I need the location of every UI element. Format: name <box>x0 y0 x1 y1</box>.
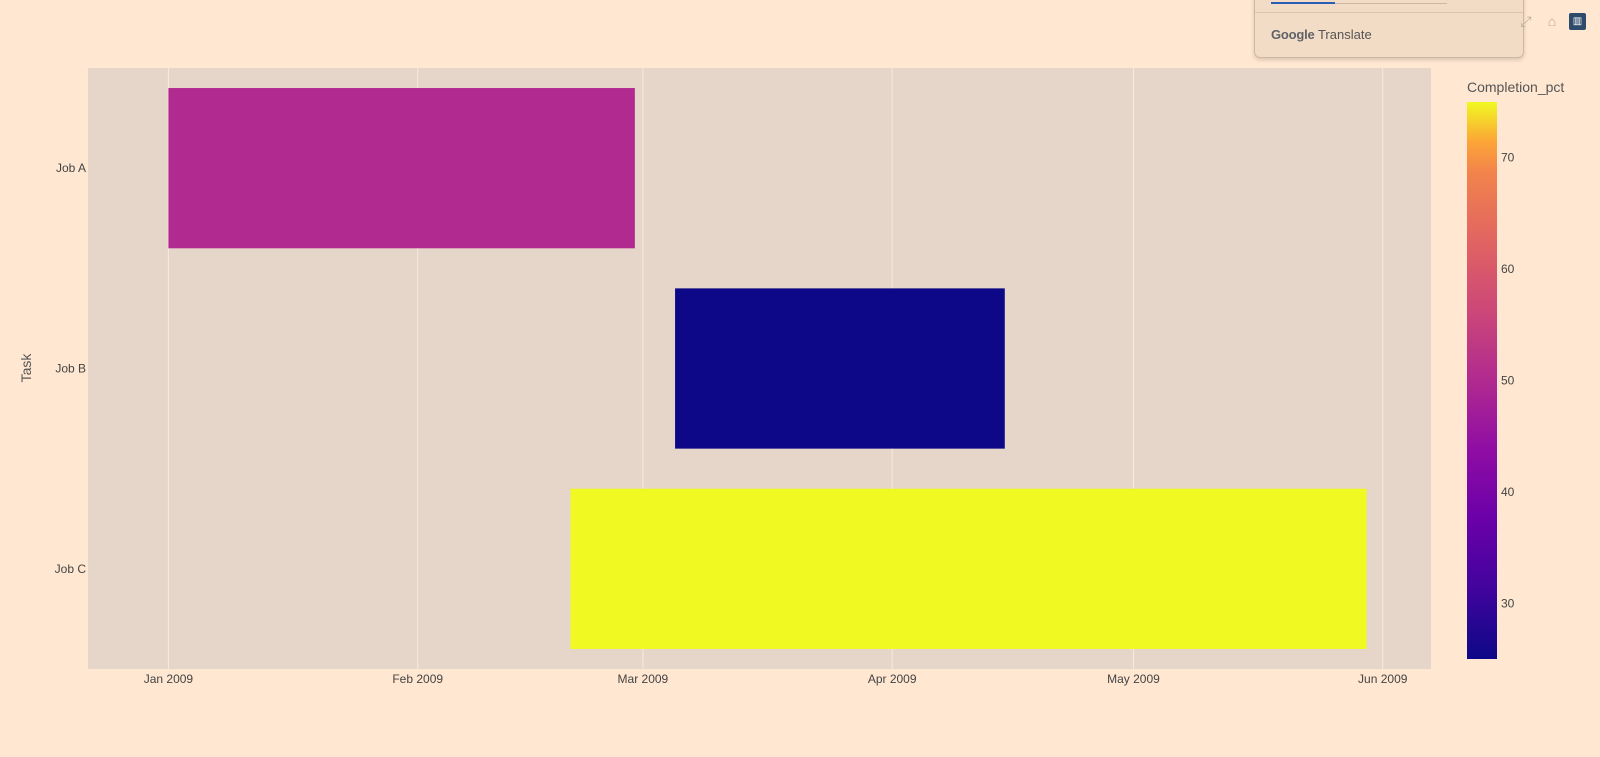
x-tick-label: May 2009 <box>1107 672 1160 686</box>
x-tick-label: Jun 2009 <box>1358 672 1408 686</box>
x-tick-label: Feb 2009 <box>392 672 443 686</box>
y-axis-title: Task <box>18 353 34 383</box>
colorbar-tick-label: 50 <box>1501 374 1515 388</box>
colorbar-title: Completion_pct <box>1467 79 1564 95</box>
colorbar-tick-label: 40 <box>1501 485 1515 499</box>
y-tick-label: Job C <box>55 562 87 576</box>
autoscale-icon[interactable]: ⤢ <box>1520 12 1532 29</box>
colorbar-tick-label: 60 <box>1501 262 1515 276</box>
google-translate-brand: Google Translate <box>1271 27 1372 42</box>
x-tick-label: Jan 2009 <box>144 672 194 686</box>
colorbar-gradient <box>1467 102 1497 659</box>
modebar: ⤢ ⌂ ▥ <box>1517 12 1586 30</box>
colorbar: Completion_pct 30 40 50 60 70 <box>1467 79 1564 659</box>
colorbar-tick-label: 70 <box>1501 151 1515 165</box>
y-axis-ticks: Job A Job B Job C <box>55 161 87 576</box>
x-axis-ticks: Jan 2009 Feb 2009 Mar 2009 Apr 2009 May 2009… <box>144 672 1408 686</box>
task-bar[interactable] <box>570 488 1367 649</box>
task-bars <box>168 88 1367 649</box>
task-bar[interactable] <box>675 288 1005 449</box>
colorbar-ticks: 30 40 50 60 70 <box>1501 151 1515 611</box>
colorbar-tick-label: 30 <box>1501 596 1515 610</box>
google-translate-popup: Google Translate <box>1254 0 1524 58</box>
x-tick-label: Mar 2009 <box>618 672 669 686</box>
y-tick-label: Job A <box>56 161 86 175</box>
google-logo-text: Google <box>1271 27 1315 42</box>
x-tick-label: Apr 2009 <box>868 672 917 686</box>
task-bar[interactable] <box>168 88 635 249</box>
plotly-logo-icon[interactable]: ▥ <box>1569 12 1586 30</box>
y-tick-label: Job B <box>55 362 86 376</box>
translate-tabs[interactable] <box>1271 2 1447 4</box>
translate-logo-text: Translate <box>1317 27 1372 42</box>
reset-axes-icon[interactable]: ⌂ <box>1547 13 1557 29</box>
